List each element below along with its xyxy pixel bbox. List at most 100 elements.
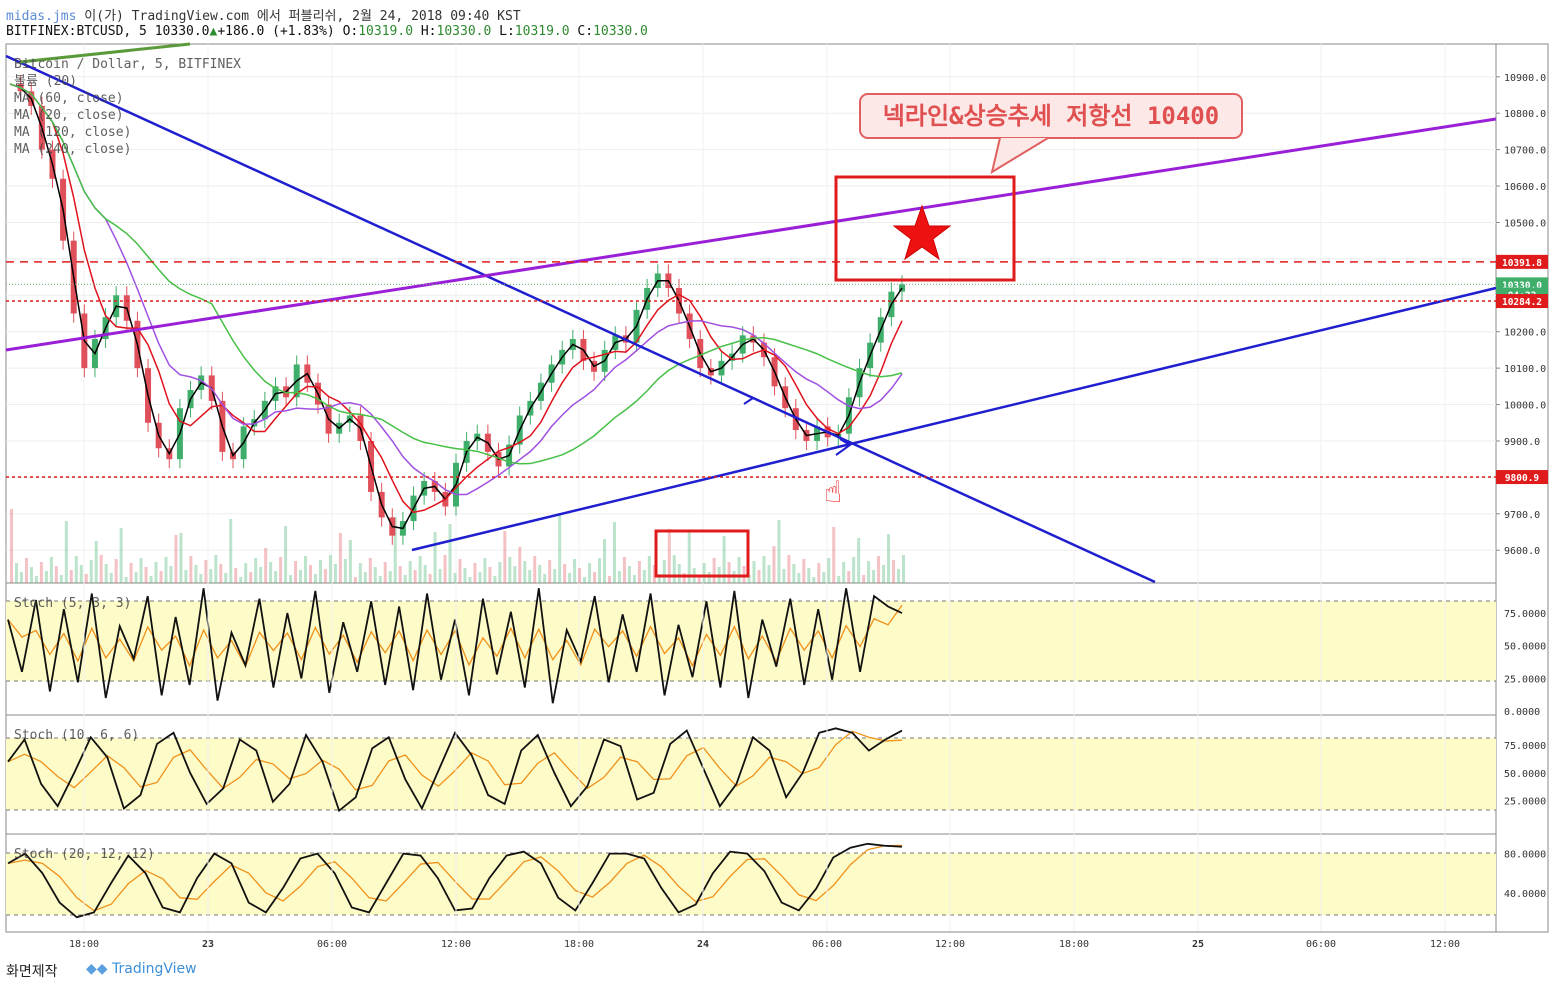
volume-bar	[548, 560, 552, 583]
price-label-text: 10284.2	[1502, 297, 1542, 308]
volume-bar	[353, 577, 357, 583]
volume-bar	[617, 571, 621, 583]
volume-bar	[872, 570, 876, 583]
volume-bar	[553, 569, 557, 583]
volume-bar	[274, 571, 278, 583]
green-trendline	[19, 42, 191, 64]
volume-bar	[279, 557, 283, 583]
legend-item: MA (240, close)	[14, 142, 131, 157]
legend-item: Bitcoin / Dollar, 5, BITFINEX	[14, 57, 241, 72]
volume-bar	[348, 540, 352, 583]
volume-bar	[423, 565, 427, 583]
stoch-tick-label: 0.0000	[1504, 707, 1540, 718]
downtrend-line	[5, 54, 1156, 584]
volume-bar	[812, 577, 816, 583]
volume-bar	[622, 557, 626, 583]
ma-black-line	[9, 83, 903, 530]
ma-purple-line	[9, 83, 903, 496]
volume-bar	[747, 575, 751, 583]
price-label-text: 10391.8	[1502, 258, 1542, 269]
volume-bar	[573, 559, 577, 583]
volume-bar	[588, 563, 592, 583]
volume-bar	[483, 558, 487, 583]
volume-bar	[159, 571, 163, 583]
callout-pointer	[990, 137, 1049, 175]
price-label-box	[1496, 254, 1548, 269]
volume-bar	[892, 560, 896, 583]
volume-bar	[438, 569, 442, 583]
volume-bar	[194, 565, 198, 583]
volume-bar	[119, 528, 123, 583]
volume-bar	[887, 534, 891, 583]
star-icon	[892, 204, 952, 261]
volume-bar	[299, 570, 303, 583]
volume-bar	[787, 555, 791, 583]
volume-bar	[34, 576, 38, 583]
stoch-k-line	[7, 842, 903, 919]
volume-bar	[672, 555, 676, 583]
volume-bar	[189, 556, 193, 583]
price-tick-label: 10000.0	[1504, 401, 1546, 412]
open-label: O:	[342, 24, 359, 39]
volume-bar	[304, 556, 308, 583]
volume-bar	[388, 571, 392, 583]
legend-item: 볼륨 (20)	[14, 74, 77, 89]
volume-bar	[428, 574, 432, 583]
volume-bar	[124, 577, 128, 583]
volume-bar	[782, 569, 786, 583]
author-link[interactable]: midas.jms	[6, 9, 77, 24]
tradingview-logo-icon: ◆◆	[86, 961, 108, 977]
volume-bar	[313, 574, 317, 583]
volume-bar	[578, 568, 582, 583]
open-value: 10319.0	[358, 24, 414, 39]
volume-bar	[358, 563, 362, 583]
stoch-k-line	[7, 588, 903, 704]
tradingview-brand[interactable]: ◆◆ TradingView	[86, 961, 197, 977]
price-tick-label: 10500.0	[1504, 218, 1546, 229]
time-tick-label: 18:00	[564, 939, 594, 950]
volume-bar	[289, 575, 293, 583]
time-tick-label: 12:00	[441, 939, 471, 950]
stoch-tick-label: 80.0000	[1504, 850, 1546, 861]
uptrend-line	[411, 286, 1497, 552]
volume-bar	[662, 560, 666, 583]
volume-bar	[179, 533, 183, 583]
footer: 화면제작 ◆◆ TradingView	[6, 961, 197, 981]
stoch-band-fill	[6, 853, 1496, 915]
volume-bar	[593, 572, 597, 583]
volume-bar	[368, 558, 372, 583]
volume-bar	[598, 558, 602, 583]
volume-bar	[338, 533, 342, 583]
volume-bar	[543, 574, 547, 583]
volume-bar	[612, 522, 616, 583]
volume-bar	[538, 565, 542, 583]
volume-bar	[852, 557, 856, 583]
volume-box	[654, 529, 750, 578]
volume-bar	[473, 563, 477, 583]
volume-bar	[687, 531, 691, 583]
price-tick-label: 9900.0	[1504, 437, 1540, 448]
volume-bar	[264, 548, 268, 583]
made-by-label: 화면제작	[6, 964, 58, 980]
volume-bar	[393, 517, 397, 583]
volume-bar	[792, 564, 796, 583]
volume-bar	[433, 532, 437, 583]
price-label-text: 9800.9	[1505, 473, 1540, 484]
volume-bar	[493, 576, 497, 583]
volume-bar	[224, 573, 228, 583]
volume-bar	[84, 574, 88, 583]
volume-bar	[847, 571, 851, 583]
volume-bar	[697, 577, 701, 583]
volume-bar	[64, 521, 68, 583]
volume-bar	[363, 572, 367, 583]
volume-bar	[249, 572, 253, 583]
volume-bar	[498, 562, 502, 583]
legend-item: MA (60, close)	[14, 91, 124, 106]
stoch-pane-label: Stoch (5, 3, 3)	[14, 596, 131, 611]
volume-bar	[174, 535, 178, 583]
volume-bar	[897, 569, 901, 583]
stoch-tick-label: 50.0000	[1504, 769, 1546, 780]
volume-bar	[677, 564, 681, 583]
